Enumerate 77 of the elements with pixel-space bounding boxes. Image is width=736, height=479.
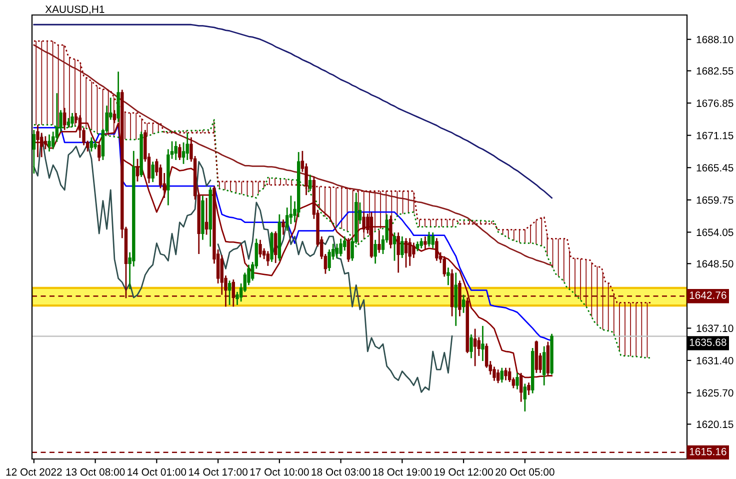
y-tick-label: 1676.85	[696, 100, 734, 107]
candlestick	[362, 211, 366, 234]
candlestick	[266, 250, 270, 267]
ref-line-label: 1635.68	[690, 338, 726, 346]
candlestick	[404, 237, 408, 268]
candlestick	[308, 174, 312, 192]
candlestick	[523, 382, 527, 412]
candlestick	[32, 129, 36, 174]
y-tick-label: 1620.15	[696, 420, 734, 428]
ref-line-label: 1615.16	[690, 448, 726, 456]
x-tick-label: 18 Oct 03:00	[312, 468, 370, 476]
line-series	[33, 24, 552, 199]
candlestick	[400, 236, 404, 259]
candlestick	[454, 272, 458, 327]
candlestick	[424, 236, 427, 250]
candlestick	[151, 160, 154, 183]
candlestick	[504, 367, 508, 381]
candlestick	[462, 294, 466, 314]
x-tick-label: 17 Oct 10:00	[250, 468, 309, 476]
x-tick-label: 14 Oct 01:00	[128, 468, 186, 476]
x-tick-label: 13 Oct 08:00	[66, 468, 125, 476]
y-tick-label: 1654.05	[696, 228, 734, 236]
candlestick	[174, 140, 178, 161]
x-tick-label: 20 Oct 05:00	[496, 468, 554, 476]
candlestick	[98, 142, 101, 162]
x-tick-label: 12 Oct 2022	[6, 468, 62, 476]
candlestick	[416, 240, 420, 252]
y-tick-label: 1665.45	[696, 164, 734, 172]
y-tick-label: 1659.75	[696, 196, 734, 204]
candlestick	[435, 237, 438, 262]
y-tick-label: 1682.55	[696, 67, 734, 75]
candlestick	[431, 232, 434, 250]
y-tick-label: 1625.70	[696, 389, 734, 397]
y-tick-label: 1688.10	[696, 36, 734, 44]
candlestick	[44, 136, 48, 150]
y-tick-label: 1637.10	[696, 324, 734, 332]
candlestick	[392, 232, 396, 262]
candlestick	[339, 238, 342, 257]
candlestick	[374, 239, 377, 264]
candlestick	[527, 382, 530, 396]
candlestick	[427, 231, 431, 248]
candlestick	[112, 109, 116, 124]
candlestick	[282, 218, 285, 236]
candlestick	[186, 132, 189, 161]
candlestick	[48, 134, 51, 152]
candlestick	[496, 368, 500, 384]
x-tick-label: 19 Oct 12:00	[434, 468, 493, 476]
y-tick-label: 1631.40	[696, 356, 734, 364]
candlestick	[90, 136, 94, 152]
y-tick-label: 1671.15	[696, 132, 734, 140]
candlestick	[500, 367, 504, 384]
candlestick	[470, 334, 473, 359]
chart-title: XAUUSD,H1	[45, 6, 104, 14]
candlestick	[228, 280, 232, 306]
candlestick	[481, 325, 484, 362]
line-series	[33, 44, 552, 266]
candlestick	[396, 232, 400, 274]
candlestick	[204, 197, 208, 236]
candlestick	[178, 143, 182, 161]
candlestick	[420, 237, 423, 250]
candlestick	[335, 243, 339, 259]
candlestick	[473, 328, 477, 367]
candlestick	[442, 256, 446, 278]
candlestick	[542, 346, 546, 386]
candlestick	[136, 158, 140, 182]
x-tick-label: 14 Oct 17:00	[189, 468, 248, 476]
candlestick	[408, 237, 412, 267]
y-tick-label: 1648.50	[696, 260, 734, 268]
candlestick	[258, 239, 262, 258]
candlestick	[346, 237, 350, 263]
candlestick	[446, 266, 450, 286]
candlestick	[378, 230, 381, 254]
candlestick	[516, 372, 519, 390]
candlestick	[412, 242, 416, 259]
candlestick	[274, 230, 278, 264]
ref-line-label: 1642.76	[690, 292, 726, 299]
x-tick-label: 18 Oct 19:00	[373, 468, 432, 476]
